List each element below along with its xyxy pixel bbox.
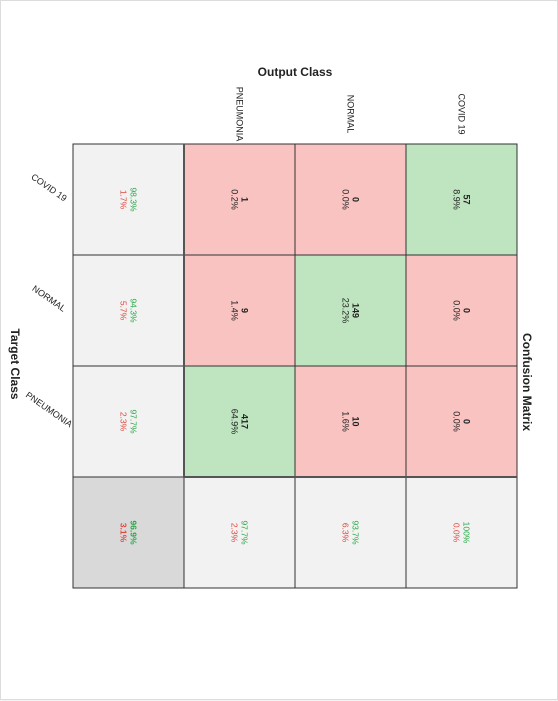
cell-percent-label: 64.9%: [230, 409, 240, 435]
y-axis-label: Output Class: [258, 65, 333, 79]
cell-count-label: 0: [462, 419, 472, 424]
summary-cell: [72, 254, 185, 367]
target-class-tick-label: NORMAL: [30, 283, 67, 313]
overall-wrong-label: 3.1%: [119, 523, 129, 543]
summary-correct-label: 98.3%: [129, 187, 139, 212]
cell-count-label: 1: [240, 197, 250, 202]
matrix-cell: [294, 254, 407, 367]
output-class-tick-label: PNEUMONIA: [235, 87, 245, 142]
output-class-tick-label: COVID 19: [457, 93, 467, 134]
summary-correct-label: 94.3%: [129, 298, 139, 323]
cell-percent-label: 8.9%: [452, 189, 462, 210]
summary-correct-label: 97.7%: [129, 409, 139, 434]
cell-count-label: 0: [462, 308, 472, 313]
cell-count-label: 57: [462, 194, 472, 204]
cell-percent-label: 0.0%: [452, 411, 462, 432]
matrix-cell: [405, 254, 518, 367]
summary-wrong-label: 2.3%: [119, 412, 129, 432]
summary-cell: [405, 476, 518, 589]
summary-wrong-label: 0.0%: [452, 523, 462, 543]
overall-correct-label: 96.9%: [129, 520, 139, 545]
cell-percent-label: 23.2%: [341, 298, 351, 324]
cell-count-label: 417: [240, 414, 250, 429]
summary-cell: [183, 476, 296, 589]
x-axis-label: Target Class: [8, 328, 22, 399]
summary-correct-label: 93.7%: [351, 520, 361, 545]
summary-correct-label: 97.7%: [240, 520, 250, 545]
labels-layer: Confusion Matrix Output Class Target Cla…: [8, 65, 534, 431]
matrix-cell: [405, 143, 518, 256]
overall-cell: [72, 476, 185, 589]
summary-wrong-label: 1.7%: [119, 190, 129, 210]
target-class-tick-label: PNEUMONIA: [24, 390, 74, 429]
cell-percent-label: 0.0%: [341, 189, 351, 210]
summary-wrong-label: 5.7%: [119, 301, 129, 321]
matrix-cell: [405, 365, 518, 478]
output-class-tick-label: NORMAL: [346, 95, 356, 134]
cell-count-label: 0: [351, 197, 361, 202]
summary-correct-label: 100%: [462, 522, 472, 544]
summary-cell: [72, 365, 185, 478]
cells-layer: [72, 143, 518, 589]
summary-cell: [294, 476, 407, 589]
chart-title: Confusion Matrix: [520, 333, 534, 431]
cell-percent-label: 1.4%: [230, 300, 240, 321]
cell-percent-label: 0.0%: [452, 300, 462, 321]
target-class-tick-label: COVID 19: [29, 172, 68, 204]
matrix-cell: [183, 254, 296, 367]
cell-percent-label: 0.2%: [230, 189, 240, 210]
cell-count-label: 10: [351, 416, 361, 426]
summary-wrong-label: 2.3%: [230, 523, 240, 543]
matrix-cell: [294, 143, 407, 256]
summary-cell: [72, 143, 185, 256]
matrix-cell: [294, 365, 407, 478]
summary-wrong-label: 6.3%: [341, 523, 351, 543]
cell-count-label: 149: [351, 303, 361, 318]
cell-percent-label: 1.6%: [341, 411, 351, 432]
cell-count-label: 9: [240, 308, 250, 313]
